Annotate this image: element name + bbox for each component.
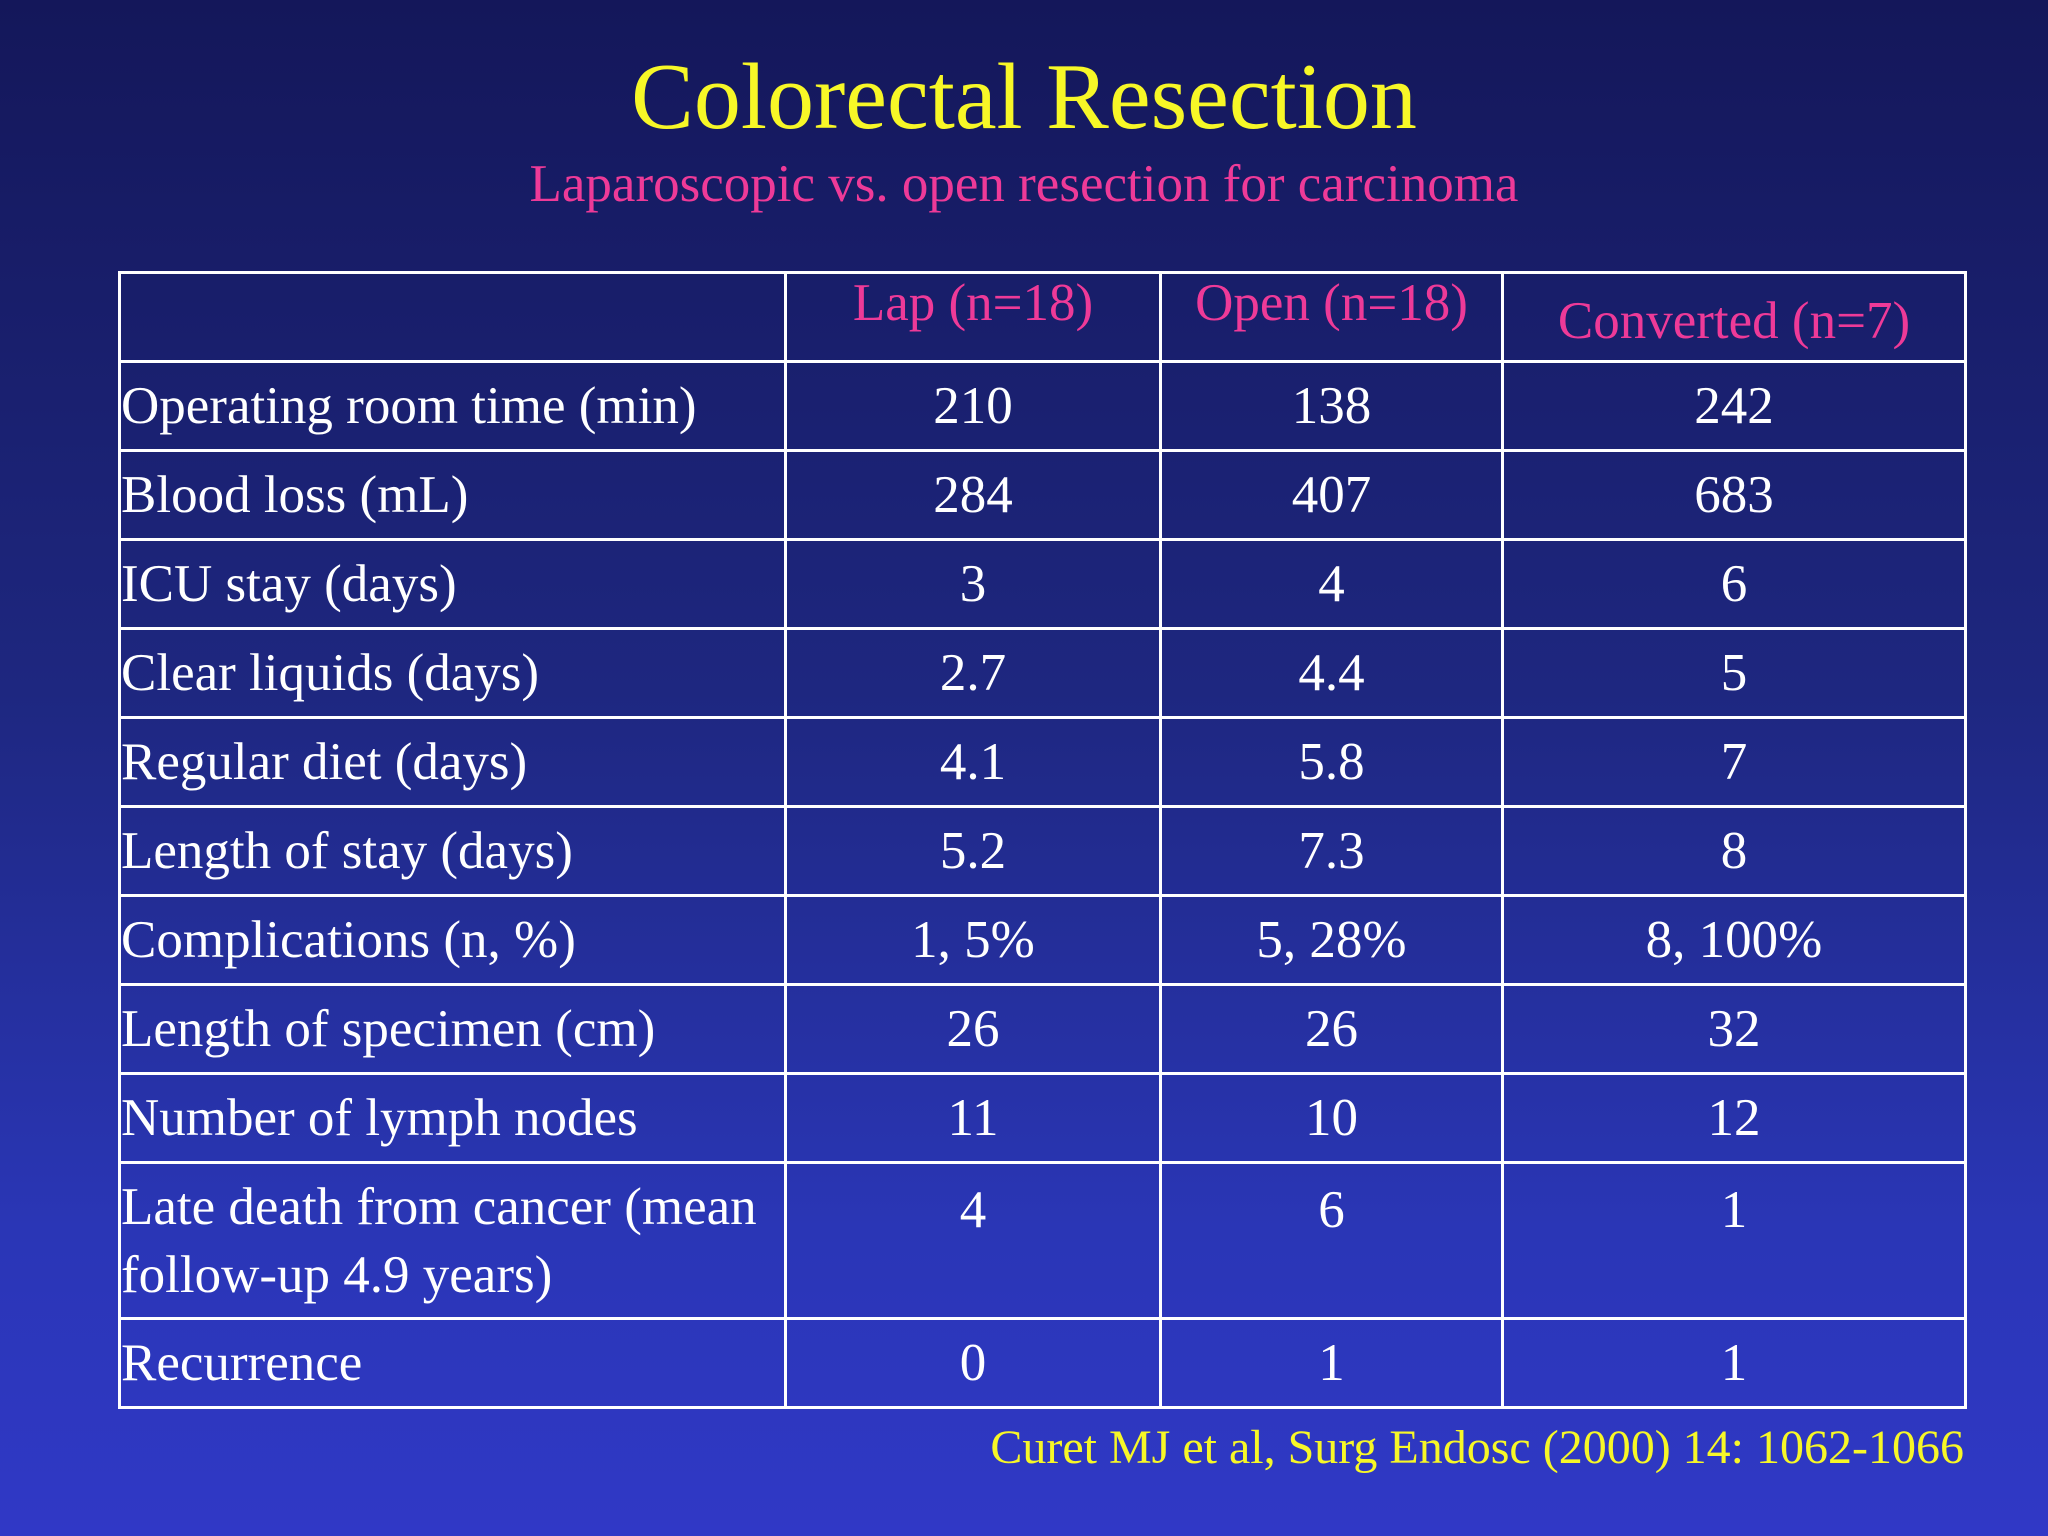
cell-lap: 3 (784, 538, 1162, 630)
cell-lap: 26 (784, 983, 1162, 1075)
cell-converted: 1 (1501, 1161, 1967, 1320)
row-label: Recurrence (118, 1317, 787, 1409)
citation: Curet MJ et al, Surg Endosc (2000) 14: 1… (990, 1421, 1964, 1474)
cell-converted: 5 (1501, 627, 1967, 719)
table-row: Clear liquids (days) 2.7 4.4 5 (118, 627, 1967, 719)
cell-open: 138 (1159, 360, 1504, 452)
table-row: Recurrence 0 1 1 (118, 1317, 1967, 1409)
row-label: Late death from cancer (mean follow-up 4… (118, 1161, 787, 1320)
cell-lap: 4 (784, 1161, 1162, 1320)
header-cell-empty (118, 271, 787, 363)
cell-converted: 6 (1501, 538, 1967, 630)
cell-open: 4.4 (1159, 627, 1504, 719)
row-label: Complications (n, %) (118, 894, 787, 986)
row-label: Length of stay (days) (118, 805, 787, 897)
cell-converted: 12 (1501, 1072, 1967, 1164)
row-label: Clear liquids (days) (118, 627, 787, 719)
cell-lap: 1, 5% (784, 894, 1162, 986)
cell-open: 10 (1159, 1072, 1504, 1164)
cell-open: 1 (1159, 1317, 1504, 1409)
table-row: Regular diet (days) 4.1 5.8 7 (118, 716, 1967, 808)
cell-converted: 242 (1501, 360, 1967, 452)
cell-open: 6 (1159, 1161, 1504, 1320)
table-row: Late death from cancer (mean follow-up 4… (118, 1161, 1967, 1320)
cell-lap: 11 (784, 1072, 1162, 1164)
table-row: Complications (n, %) 1, 5% 5, 28% 8, 100… (118, 894, 1967, 986)
cell-converted: 8 (1501, 805, 1967, 897)
header-cell-lap: Lap (n=18) (784, 271, 1162, 363)
table-header-row: Lap (n=18) Open (n=18) Converted (n=7) (118, 271, 1967, 363)
table-row: Length of stay (days) 5.2 7.3 8 (118, 805, 1967, 897)
row-label: Length of specimen (cm) (118, 983, 787, 1075)
cell-lap: 0 (784, 1317, 1162, 1409)
row-label: Blood loss (mL) (118, 449, 787, 541)
table-row: ICU stay (days) 3 4 6 (118, 538, 1967, 630)
cell-converted: 1 (1501, 1317, 1967, 1409)
cell-lap: 284 (784, 449, 1162, 541)
header-cell-converted: Converted (n=7) (1501, 271, 1967, 363)
table-row: Length of specimen (cm) 26 26 32 (118, 983, 1967, 1075)
cell-converted: 7 (1501, 716, 1967, 808)
slide-title: Colorectal Resection (631, 45, 1417, 149)
cell-open: 4 (1159, 538, 1504, 630)
cell-open: 5, 28% (1159, 894, 1504, 986)
cell-open: 5.8 (1159, 716, 1504, 808)
row-label: Operating room time (min) (118, 360, 787, 452)
cell-open: 26 (1159, 983, 1504, 1075)
cell-lap: 4.1 (784, 716, 1162, 808)
cell-lap: 5.2 (784, 805, 1162, 897)
cell-lap: 2.7 (784, 627, 1162, 719)
table-row: Number of lymph nodes 11 10 12 (118, 1072, 1967, 1164)
cell-open: 7.3 (1159, 805, 1504, 897)
row-label: Number of lymph nodes (118, 1072, 787, 1164)
comparison-table: Lap (n=18) Open (n=18) Converted (n=7) O… (118, 271, 1967, 1409)
row-label: Regular diet (days) (118, 716, 787, 808)
cell-open: 407 (1159, 449, 1504, 541)
cell-converted: 32 (1501, 983, 1967, 1075)
cell-lap: 210 (784, 360, 1162, 452)
header-cell-open: Open (n=18) (1159, 271, 1504, 363)
table-row: Operating room time (min) 210 138 242 (118, 360, 1967, 452)
row-label: ICU stay (days) (118, 538, 787, 630)
cell-converted: 8, 100% (1501, 894, 1967, 986)
slide-subtitle: Laparoscopic vs. open resection for carc… (529, 155, 1519, 213)
cell-converted: 683 (1501, 449, 1967, 541)
table-row: Blood loss (mL) 284 407 683 (118, 449, 1967, 541)
